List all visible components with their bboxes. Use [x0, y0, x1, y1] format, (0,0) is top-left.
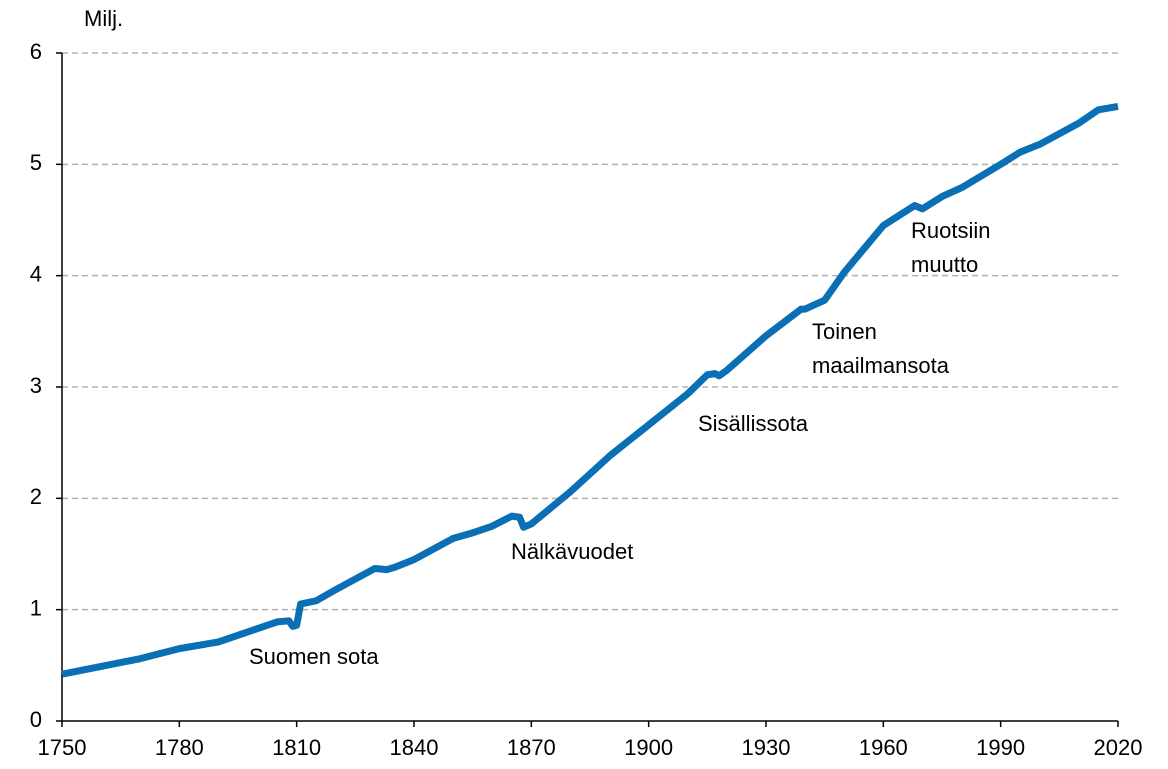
- y-tick-label: 4: [30, 261, 42, 286]
- x-tick-label: 1780: [155, 735, 204, 760]
- line-series: [61, 102, 1119, 678]
- annotation: Toinen: [812, 319, 877, 344]
- x-tick-label: 1870: [507, 735, 556, 760]
- y-tick-label: 5: [30, 150, 42, 175]
- y-tick-label: 6: [30, 39, 42, 64]
- x-tick-label: 1840: [390, 735, 439, 760]
- annotation: Suomen sota: [249, 644, 379, 669]
- x-tick-label: 1750: [38, 735, 87, 760]
- x-tick-label: 1900: [624, 735, 673, 760]
- x-tick-label: 1810: [272, 735, 321, 760]
- x-tick-label: 1930: [742, 735, 791, 760]
- x-tick-label: 1990: [976, 735, 1025, 760]
- y-axis-label: Milj.: [84, 6, 123, 31]
- annotation: Nälkävuodet: [511, 539, 633, 564]
- y-tick-label: 1: [30, 595, 42, 620]
- x-tick-label: 1960: [859, 735, 908, 760]
- annotation: muutto: [911, 252, 978, 277]
- y-tick-label: 3: [30, 373, 42, 398]
- y-tick-label: 2: [30, 484, 42, 509]
- annotation: Sisällissota: [698, 411, 809, 436]
- annotation: maailmansota: [812, 353, 950, 378]
- annotation: Ruotsiin: [911, 218, 990, 243]
- x-tick-label: 2020: [1094, 735, 1143, 760]
- y-tick-label: 0: [30, 707, 42, 732]
